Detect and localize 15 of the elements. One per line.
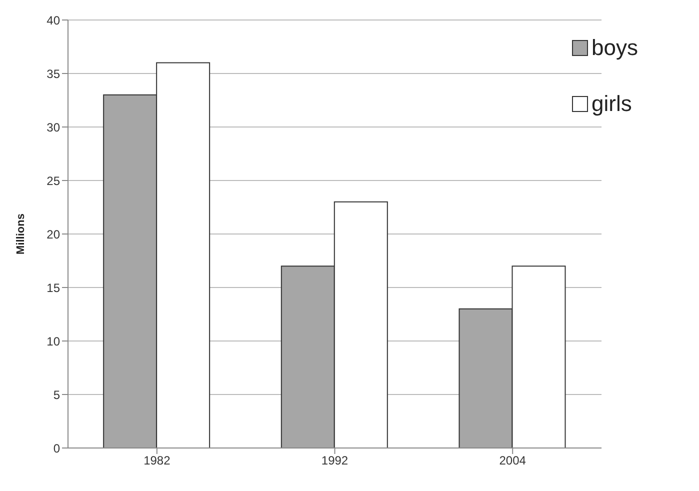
y-tick-label: 15 bbox=[46, 280, 60, 295]
y-axis-title: Millions bbox=[14, 214, 27, 254]
legend-label: boys bbox=[592, 34, 638, 62]
legend-label: girls bbox=[592, 90, 632, 118]
y-tick-label: 25 bbox=[46, 174, 60, 188]
x-tick-label: 1992 bbox=[321, 454, 348, 468]
x-tick-label: 2004 bbox=[499, 454, 526, 468]
y-tick-label: 40 bbox=[46, 13, 60, 28]
y-tick-label: 30 bbox=[46, 120, 60, 134]
y-tick-label: 5 bbox=[53, 388, 60, 402]
y-tick-label: 0 bbox=[53, 441, 60, 456]
y-tick-label: 20 bbox=[46, 227, 60, 242]
x-tick-label: 1982 bbox=[144, 454, 171, 468]
y-tick-label: 10 bbox=[46, 334, 60, 348]
y-tick-label: 35 bbox=[46, 66, 60, 81]
